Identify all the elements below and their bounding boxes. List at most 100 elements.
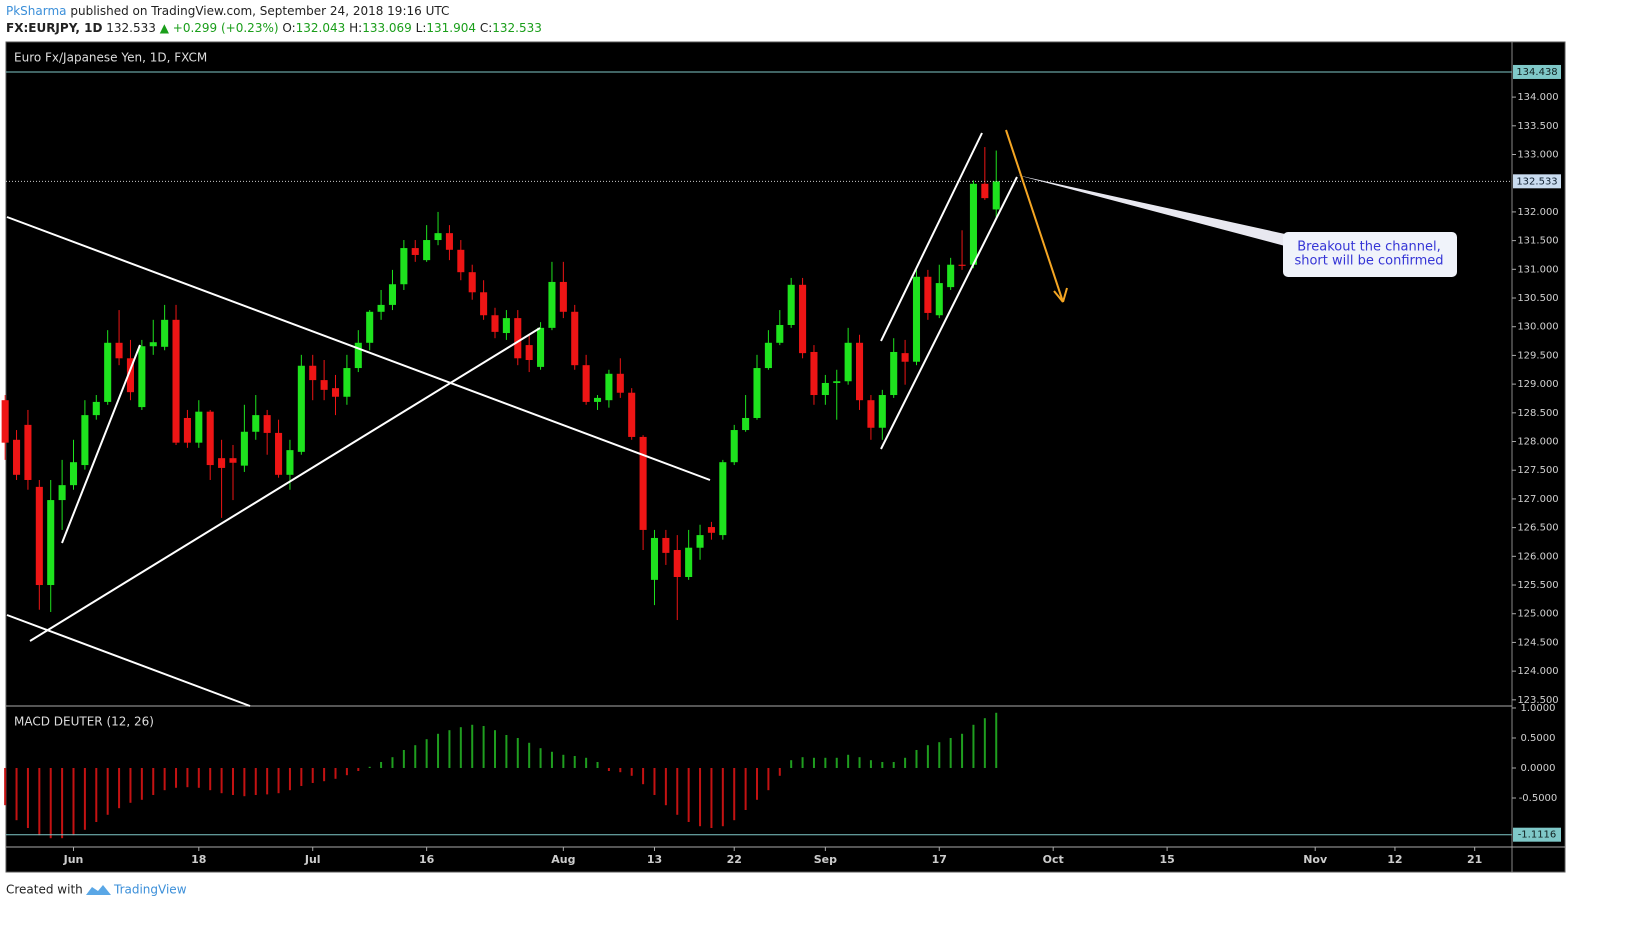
histogram-bar — [824, 757, 827, 768]
histogram-bar — [118, 767, 121, 809]
candle-body — [582, 365, 590, 402]
candle-body — [24, 424, 32, 480]
histogram-bar — [380, 761, 383, 768]
candle-body — [628, 392, 636, 437]
footer-text: Created with — [6, 883, 83, 897]
low: 131.904 — [426, 21, 476, 35]
candle-body — [229, 458, 237, 463]
histogram-bar — [881, 761, 884, 768]
histogram-bar — [938, 742, 941, 768]
candle-body — [856, 342, 864, 401]
histogram-bar — [516, 737, 519, 768]
last-price: 132.533 — [106, 21, 156, 35]
author[interactable]: PkSharma — [6, 4, 67, 18]
histogram-bar — [562, 754, 565, 768]
y-tick-label: 126.000 — [1517, 551, 1558, 562]
candle-body — [616, 373, 624, 393]
histogram-bar — [106, 767, 109, 815]
candle-body — [411, 248, 419, 255]
candle-body — [126, 358, 134, 393]
y-tick-label: 0.0000 — [1521, 763, 1556, 774]
candle-body — [297, 365, 305, 452]
histogram-bar — [186, 767, 189, 788]
candle-body — [514, 318, 522, 359]
y-tick-label: 131.500 — [1517, 236, 1558, 247]
candle-body — [901, 353, 909, 362]
candle-body — [263, 415, 271, 433]
histogram-bar — [220, 767, 223, 794]
y-tick-label: 124.500 — [1517, 637, 1558, 648]
candle-body — [833, 381, 841, 383]
candle-body — [252, 415, 260, 432]
x-tick-label: 16 — [419, 853, 435, 866]
y-tick-label: 130.500 — [1517, 293, 1558, 304]
histogram-bar — [664, 767, 667, 806]
histogram-bar — [61, 767, 64, 839]
channel-line — [880, 176, 1018, 450]
y-tick-label: 125.000 — [1517, 609, 1558, 620]
histogram-bar — [368, 766, 371, 768]
candle-body — [992, 181, 1000, 210]
histogram-bar — [300, 767, 303, 786]
candle-body — [13, 439, 21, 475]
candle-body — [388, 284, 397, 305]
histogram-bar — [175, 767, 178, 788]
histogram-bar — [311, 767, 314, 783]
candle-body — [924, 276, 932, 313]
footer-brand[interactable]: TradingView — [113, 883, 187, 897]
histogram-bar — [152, 767, 155, 795]
histogram-bar — [163, 767, 166, 791]
arrow-head — [1062, 287, 1068, 303]
o-label: O: — [282, 21, 296, 35]
candle-body — [320, 380, 328, 390]
candle-body — [776, 324, 784, 343]
candle-body — [935, 283, 943, 316]
histogram-bar — [345, 767, 348, 776]
arrow-shaft — [1005, 129, 1064, 303]
candle-body — [491, 315, 499, 332]
chart-title: Euro Fx/Japanese Yen, 1D, FXCM — [14, 51, 207, 65]
histogram-bar — [949, 737, 952, 768]
histogram-bar — [995, 712, 998, 768]
candle-body — [753, 368, 761, 418]
histogram-bar — [630, 767, 633, 776]
histogram-bar — [835, 757, 838, 768]
histogram-bar — [323, 767, 326, 782]
x-tick-label: 21 — [1467, 853, 1482, 866]
candle-body — [525, 345, 533, 361]
histogram-bar — [858, 757, 861, 768]
candle-body — [480, 292, 488, 316]
candle-body — [593, 397, 602, 402]
histogram-bar — [140, 767, 143, 800]
quote-line: FX:EURJPY, 1D 132.533 ▲ +0.299 (+0.23%) … — [6, 21, 542, 35]
histogram-bar — [471, 724, 474, 768]
histogram-bar — [767, 767, 770, 791]
candle-body — [548, 281, 556, 328]
candle-body — [844, 342, 852, 382]
y-tick-label: 124.000 — [1517, 666, 1558, 677]
candle-body — [958, 264, 966, 266]
l-label: L: — [415, 21, 427, 35]
candle-body — [47, 500, 55, 586]
histogram-bar — [129, 767, 132, 803]
arrow-head — [1053, 290, 1064, 303]
candle-body — [434, 233, 442, 241]
candle-body — [138, 346, 146, 408]
y-tick-label: 133.500 — [1517, 121, 1558, 132]
candle-body — [742, 417, 750, 431]
histogram-bar — [414, 745, 417, 768]
x-tick-label: Oct — [1043, 853, 1064, 866]
x-tick-label: Sep — [814, 853, 837, 866]
logo — [86, 885, 111, 895]
candle-body — [366, 311, 374, 343]
histogram-bar — [801, 757, 804, 768]
callout-pointer — [1017, 175, 1285, 246]
histogram-bar — [357, 767, 360, 771]
histogram-bar — [904, 757, 907, 768]
histogram-bar — [550, 751, 553, 768]
candle-body — [457, 249, 465, 273]
histogram-bar — [231, 767, 234, 795]
candle-body — [58, 485, 66, 501]
histogram-bar — [459, 727, 462, 768]
c-label: C: — [479, 21, 493, 35]
